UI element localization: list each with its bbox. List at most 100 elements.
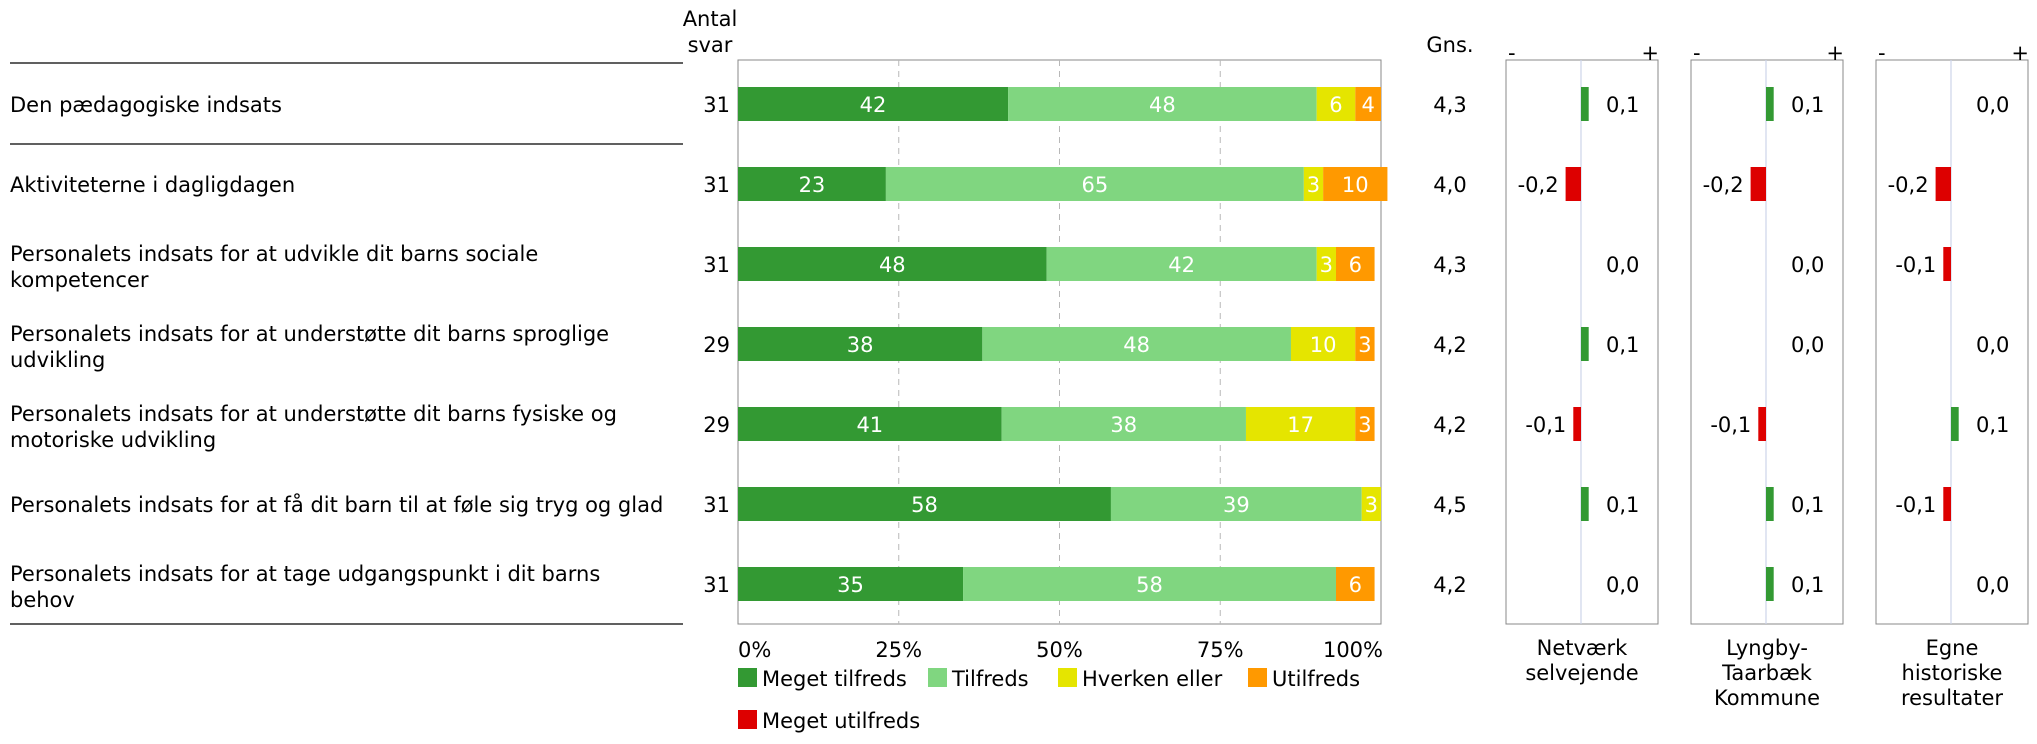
comparison-bar xyxy=(1581,87,1589,121)
gns-value: 4,5 xyxy=(1433,493,1466,517)
comparison-value: -0,1 xyxy=(1895,493,1936,517)
bar-data-label: 3 xyxy=(1365,493,1378,517)
comparison-frame xyxy=(1690,59,1844,625)
bar-segment xyxy=(738,487,1111,521)
bar-segment xyxy=(963,567,1336,601)
gns-value: 4,2 xyxy=(1433,333,1466,357)
comparison-bar xyxy=(1565,167,1581,201)
bar-data-label: 39 xyxy=(1223,493,1250,517)
x-tick-label: 0% xyxy=(738,638,771,662)
gns-value: 4,3 xyxy=(1433,93,1466,117)
comparison-value: -0,1 xyxy=(1525,413,1566,437)
gns-value: 4,2 xyxy=(1433,573,1466,597)
comparison-value: -0,2 xyxy=(1703,173,1744,197)
comparison-frame xyxy=(1505,59,1659,625)
bar-segment xyxy=(885,167,1304,201)
bar-data-label: 4 xyxy=(1361,93,1374,117)
comparison-title: Netværk xyxy=(1537,636,1629,660)
bar-data-label: 38 xyxy=(847,333,874,357)
bar-data-label: 17 xyxy=(1287,413,1314,437)
comparison-value: 0,0 xyxy=(1606,573,1639,597)
x-tick-label: 100% xyxy=(1323,638,1383,662)
minus-sign: - xyxy=(1693,41,1701,65)
bar-segment xyxy=(1355,407,1375,441)
bar-data-label: 48 xyxy=(879,253,906,277)
bar-data-label: 3 xyxy=(1320,253,1333,277)
minus-sign: - xyxy=(1878,41,1886,65)
comparison-bar xyxy=(1573,407,1581,441)
antal-svar-value: 31 xyxy=(703,493,730,517)
bar-segment xyxy=(1335,567,1375,601)
comparison-panels: - +0,1-0,20,00,1-0,10,10,0Netværkselvejen… xyxy=(1505,41,2029,710)
bar-segment xyxy=(1316,87,1356,121)
category-label: Personalets indsats for at tage udgangsp… xyxy=(10,562,600,612)
comparison-value: 0,1 xyxy=(1791,573,1824,597)
bar-segment xyxy=(982,327,1291,361)
comparison-value: -0,2 xyxy=(1888,173,1929,197)
comparison-bar xyxy=(1766,487,1774,521)
comparison-bar xyxy=(1766,87,1774,121)
comparison-title: resultater xyxy=(1901,686,2003,710)
comparison-bar xyxy=(1943,487,1951,521)
bar-data-label: 38 xyxy=(1110,413,1137,437)
comparison-value: 0,0 xyxy=(1791,253,1824,277)
comparison-value: 0,0 xyxy=(1791,333,1824,357)
legend-swatch xyxy=(1248,668,1267,687)
bar-plot: 0% 25% 50% 75% 100%42 48 6 4 4,323 65 3 10 4,048 42 3 6… xyxy=(737,59,1467,662)
bar-segment xyxy=(1290,327,1356,361)
gns-header: Gns. xyxy=(1426,33,1473,57)
comparison-title: selvejende xyxy=(1525,661,1638,685)
bar-data-label: 42 xyxy=(1168,253,1195,277)
bar-data-label: 10 xyxy=(1342,173,1369,197)
comparison-bar xyxy=(1758,407,1766,441)
legend-label: Tilfreds xyxy=(951,667,1029,691)
comparison-bar xyxy=(1581,487,1589,521)
comparison-value: 0,0 xyxy=(1606,253,1639,277)
comparison-title: Egne xyxy=(1926,636,1979,660)
comparison-value: 0,0 xyxy=(1976,573,2009,597)
category-label: Aktiviteterne i dagligdagen xyxy=(10,173,295,197)
comparison-value: -0,1 xyxy=(1895,253,1936,277)
comparison-value: 0,0 xyxy=(1976,333,2009,357)
bar-segment xyxy=(1008,87,1317,121)
bar-segment xyxy=(1355,87,1381,121)
bar-data-label: 6 xyxy=(1329,93,1342,117)
comparison-value: -0,2 xyxy=(1518,173,1559,197)
antal-svar-value: 31 xyxy=(703,253,730,277)
bar-data-label: 3 xyxy=(1307,173,1320,197)
comparison-title: Lyngby- xyxy=(1726,636,1808,660)
bar-segment xyxy=(1001,407,1246,441)
antal-svar-value: 29 xyxy=(703,333,730,357)
bar-data-label: 6 xyxy=(1349,573,1362,597)
legend-label: Meget utilfreds xyxy=(762,709,920,733)
gns-value: 4,0 xyxy=(1433,173,1466,197)
comparison-value: 0,1 xyxy=(1791,493,1824,517)
plus-sign: + xyxy=(1826,41,1844,65)
comparison-bar xyxy=(1766,567,1774,601)
x-tick-label: 50% xyxy=(1036,638,1083,662)
antal-svar-value: 31 xyxy=(703,93,730,117)
category-label: Personalets indsats for at udvikle dit b… xyxy=(10,242,538,292)
comparison-title: Kommune xyxy=(1714,686,1820,710)
comparison-value: 0,1 xyxy=(1791,93,1824,117)
bar-data-label: 35 xyxy=(837,573,864,597)
bar-segment xyxy=(738,247,1047,281)
bar-data-label: 10 xyxy=(1310,333,1337,357)
legend: Meget tilfreds Tilfreds Hverken eller Utilf… xyxy=(738,667,1360,733)
antal-svar-value: 31 xyxy=(703,173,730,197)
x-tick-label: 25% xyxy=(875,638,922,662)
antal-svar-value: 29 xyxy=(703,413,730,437)
category-labels: Den pædagogiske indsats 31 Aktiviteterne i… xyxy=(10,62,730,625)
antal-header-line1: Antal xyxy=(683,7,738,31)
comparison-value: 0,1 xyxy=(1606,333,1639,357)
comparison-frame xyxy=(1875,59,2029,625)
legend-swatch xyxy=(1058,668,1077,687)
bar-segment xyxy=(1316,247,1336,281)
comparison-bar xyxy=(1943,247,1951,281)
bar-segment xyxy=(1361,487,1381,521)
legend-label: Utilfreds xyxy=(1272,667,1360,691)
comparison-value: -0,1 xyxy=(1710,413,1751,437)
bar-segment xyxy=(1335,247,1375,281)
bar-data-label: 42 xyxy=(860,93,887,117)
